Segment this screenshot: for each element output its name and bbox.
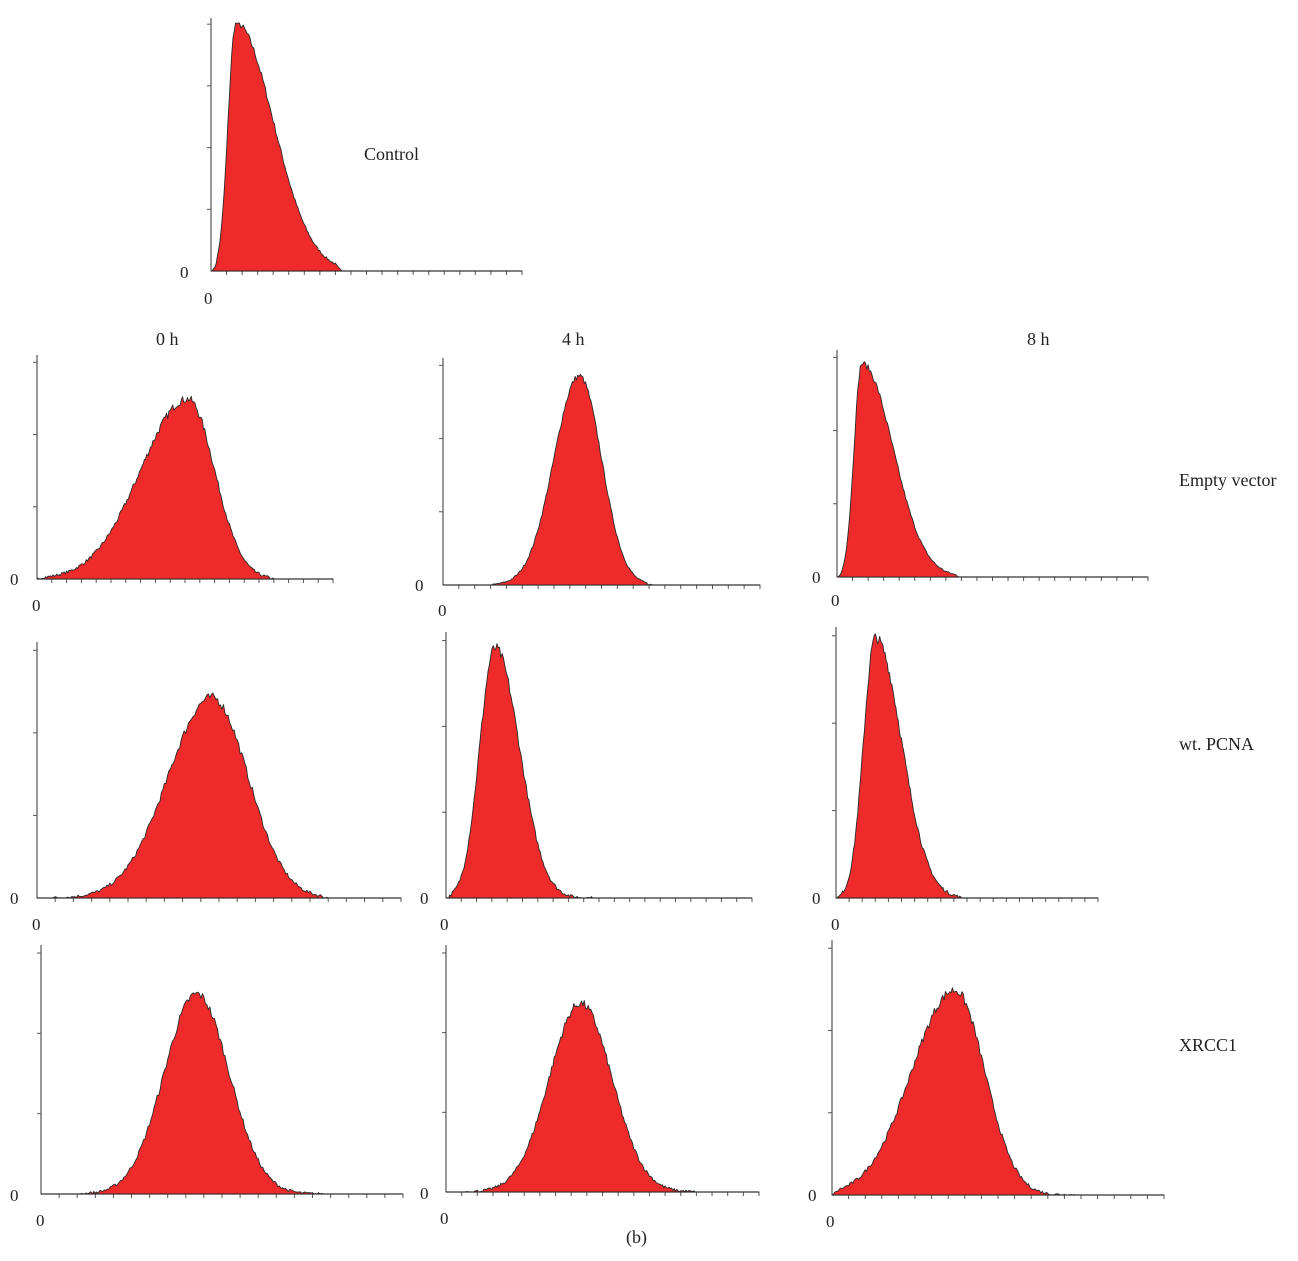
x-zero-label: 0 (440, 1209, 449, 1228)
histogram-area (36, 395, 334, 580)
column-label-0h: 0 h (156, 329, 179, 349)
histogram-area (210, 22, 523, 272)
row-label-wt-pcna: wt. PCNA (1179, 734, 1255, 754)
x-zero-label: 0 (204, 289, 213, 308)
histogram-area (445, 643, 753, 899)
x-zero-label: 0 (831, 915, 840, 934)
y-zero-label: 0 (812, 889, 821, 908)
histogram-xrcc1-0h: 00 (10, 945, 404, 1230)
x-zero-label: 0 (32, 596, 41, 615)
row-label-xrcc1: XRCC1 (1179, 1035, 1238, 1055)
histogram-empty-vector-0h: 00 (10, 355, 334, 615)
x-zero-label: 0 (440, 915, 449, 934)
row-label-empty-vector: Empty vector (1179, 470, 1277, 490)
histogram-area (835, 633, 1099, 899)
histogram-empty-vector-8h: 00 (812, 350, 1149, 610)
x-zero-label: 0 (32, 915, 41, 934)
y-zero-label: 0 (180, 263, 189, 282)
histogram-control: 00 (180, 18, 523, 308)
histogram-area (36, 692, 402, 899)
column-label-8h: 8 h (1027, 329, 1050, 349)
control-label: Control (364, 144, 420, 164)
histogram-area (442, 373, 761, 586)
panel-label: (b) (626, 1227, 647, 1247)
y-zero-label: 0 (415, 576, 424, 595)
histogram-area (836, 361, 1149, 578)
x-zero-label: 0 (831, 591, 840, 610)
histogram-area (445, 999, 760, 1193)
x-zero-label: 0 (438, 601, 447, 620)
column-label-4h: 4 h (562, 329, 585, 349)
histogram-area (831, 987, 1165, 1196)
y-zero-label: 0 (812, 568, 821, 587)
histogram-empty-vector-4h: 00 (415, 358, 761, 620)
y-zero-label: 0 (420, 889, 429, 908)
y-zero-label: 0 (10, 570, 19, 589)
y-zero-label: 0 (10, 889, 19, 908)
x-zero-label: 0 (36, 1211, 45, 1230)
x-zero-label: 0 (826, 1212, 835, 1231)
histogram-wt-pcna-4h: 00 (420, 632, 753, 934)
histogram-wt-pcna-8h: 00 (812, 627, 1099, 934)
y-zero-label: 0 (808, 1186, 817, 1205)
histogram-xrcc1-8h: 00 (808, 940, 1165, 1231)
y-zero-label: 0 (10, 1186, 19, 1205)
histogram-wt-pcna-0h: 00 (10, 642, 402, 934)
histogram-xrcc1-4h: 00 (420, 945, 760, 1228)
y-zero-label: 0 (420, 1184, 429, 1203)
histogram-area (40, 991, 404, 1195)
